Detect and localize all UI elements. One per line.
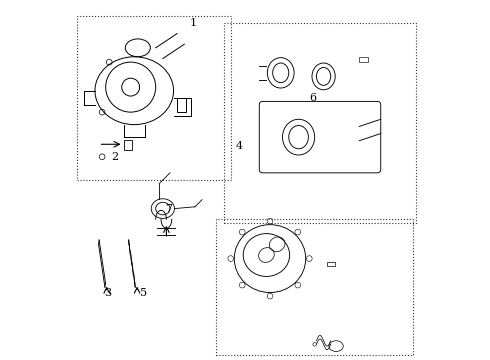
Text: 6: 6 bbox=[309, 93, 317, 103]
Text: 2: 2 bbox=[111, 152, 118, 162]
Text: 4: 4 bbox=[236, 141, 243, 151]
Bar bbox=[217, 219, 413, 355]
Bar bbox=[123, 140, 132, 150]
Text: 5: 5 bbox=[140, 288, 147, 297]
Bar bbox=[223, 23, 416, 223]
Bar bbox=[327, 262, 335, 266]
Bar bbox=[359, 57, 368, 62]
Text: 3: 3 bbox=[104, 288, 111, 297]
Bar bbox=[77, 16, 231, 180]
Text: 1: 1 bbox=[190, 18, 197, 28]
Text: 7: 7 bbox=[165, 203, 172, 213]
Bar bbox=[177, 98, 186, 112]
